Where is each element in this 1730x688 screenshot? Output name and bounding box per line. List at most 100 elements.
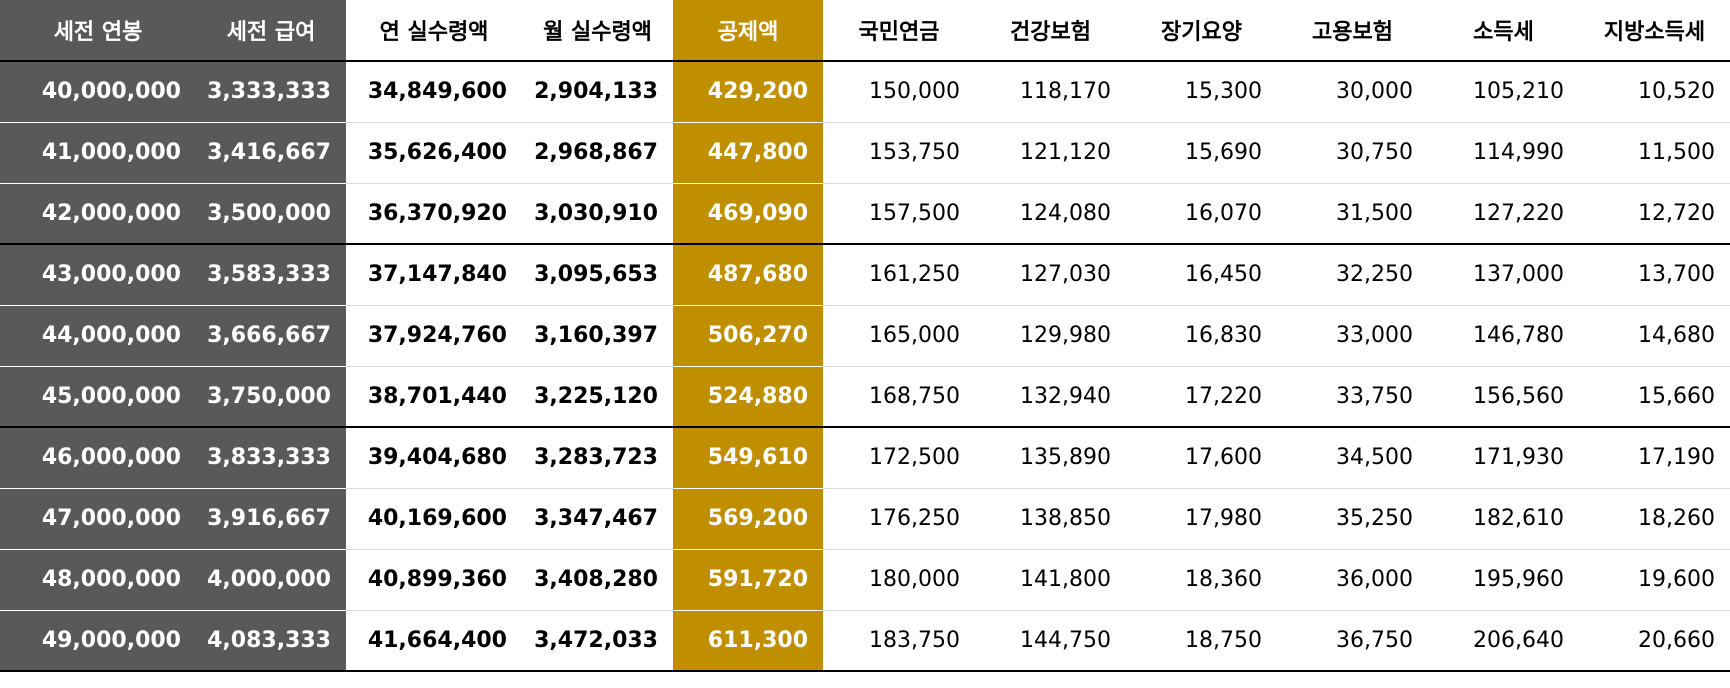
cell-long-term-care: 16,830 <box>1126 305 1277 367</box>
cell-local-income-tax: 20,660 <box>1579 610 1730 672</box>
table-row: 45,000,000 3,750,000 38,701,440 3,225,120 52… <box>0 366 1730 428</box>
cell-income-tax: 171,930 <box>1428 427 1579 489</box>
cell-income-tax: 146,780 <box>1428 305 1579 367</box>
cell-annual-gross: 44,000,000 <box>0 305 196 367</box>
cell-employment-insurance: 36,750 <box>1277 610 1428 672</box>
cell-monthly-net: 3,472,033 <box>522 610 673 672</box>
cell-long-term-care: 18,360 <box>1126 549 1277 611</box>
cell-annual-net: 37,147,840 <box>346 244 522 306</box>
cell-monthly-gross: 3,833,333 <box>196 427 346 489</box>
cell-national-pension: 168,750 <box>823 366 975 428</box>
header-annual-gross: 세전 연봉 <box>0 0 196 62</box>
cell-local-income-tax: 10,520 <box>1579 61 1730 123</box>
table-row: 47,000,000 3,916,667 40,169,600 3,347,467 56… <box>0 488 1730 550</box>
cell-employment-insurance: 31,500 <box>1277 183 1428 245</box>
cell-national-pension: 180,000 <box>823 549 975 611</box>
cell-national-pension: 183,750 <box>823 610 975 672</box>
table-row: 48,000,000 4,000,000 40,899,360 3,408,280 59… <box>0 549 1730 611</box>
cell-annual-gross: 46,000,000 <box>0 427 196 489</box>
table-row: 41,000,000 3,416,667 35,626,400 2,968,867 44… <box>0 122 1730 184</box>
cell-deduction: 487,680 <box>673 244 823 306</box>
cell-annual-net: 40,899,360 <box>346 549 522 611</box>
cell-local-income-tax: 17,190 <box>1579 427 1730 489</box>
cell-health-insurance: 138,850 <box>975 488 1126 550</box>
cell-local-income-tax: 13,700 <box>1579 244 1730 306</box>
cell-income-tax: 137,000 <box>1428 244 1579 306</box>
header-employment-insurance: 고용보험 <box>1277 0 1428 62</box>
cell-annual-gross: 47,000,000 <box>0 488 196 550</box>
cell-annual-gross: 43,000,000 <box>0 244 196 306</box>
cell-annual-net: 36,370,920 <box>346 183 522 245</box>
cell-employment-insurance: 33,750 <box>1277 366 1428 428</box>
cell-long-term-care: 17,600 <box>1126 427 1277 489</box>
cell-monthly-net: 3,283,723 <box>522 427 673 489</box>
cell-monthly-gross: 3,416,667 <box>196 122 346 184</box>
cell-monthly-net: 3,160,397 <box>522 305 673 367</box>
cell-monthly-gross: 4,000,000 <box>196 549 346 611</box>
header-long-term-care: 장기요양 <box>1126 0 1277 62</box>
cell-deduction: 591,720 <box>673 549 823 611</box>
cell-annual-gross: 45,000,000 <box>0 366 196 428</box>
cell-long-term-care: 16,070 <box>1126 183 1277 245</box>
cell-local-income-tax: 12,720 <box>1579 183 1730 245</box>
cell-health-insurance: 132,940 <box>975 366 1126 428</box>
header-income-tax: 소득세 <box>1428 0 1579 62</box>
cell-monthly-net: 3,225,120 <box>522 366 673 428</box>
cell-income-tax: 182,610 <box>1428 488 1579 550</box>
cell-employment-insurance: 36,000 <box>1277 549 1428 611</box>
cell-annual-gross: 42,000,000 <box>0 183 196 245</box>
cell-national-pension: 150,000 <box>823 61 975 123</box>
cell-health-insurance: 118,170 <box>975 61 1126 123</box>
cell-health-insurance: 144,750 <box>975 610 1126 672</box>
table-body: 40,000,000 3,333,333 34,849,600 2,904,133 42… <box>0 61 1730 672</box>
cell-annual-net: 35,626,400 <box>346 122 522 184</box>
header-monthly-net: 월 실수령액 <box>522 0 673 62</box>
cell-employment-insurance: 34,500 <box>1277 427 1428 489</box>
salary-table: 세전 연봉 세전 급여 연 실수령액 월 실수령액 공제액 국민연금 건강보험 … <box>0 0 1730 672</box>
cell-monthly-net: 2,904,133 <box>522 61 673 123</box>
table-row: 43,000,000 3,583,333 37,147,840 3,095,653 48… <box>0 244 1730 306</box>
header-annual-net: 연 실수령액 <box>346 0 522 62</box>
cell-income-tax: 206,640 <box>1428 610 1579 672</box>
cell-long-term-care: 16,450 <box>1126 244 1277 306</box>
cell-monthly-gross: 3,750,000 <box>196 366 346 428</box>
cell-monthly-net: 3,095,653 <box>522 244 673 306</box>
cell-annual-gross: 48,000,000 <box>0 549 196 611</box>
cell-deduction: 429,200 <box>673 61 823 123</box>
header-monthly-gross: 세전 급여 <box>196 0 346 62</box>
cell-monthly-gross: 3,500,000 <box>196 183 346 245</box>
cell-monthly-gross: 4,083,333 <box>196 610 346 672</box>
cell-employment-insurance: 30,750 <box>1277 122 1428 184</box>
cell-national-pension: 172,500 <box>823 427 975 489</box>
cell-health-insurance: 135,890 <box>975 427 1126 489</box>
cell-national-pension: 157,500 <box>823 183 975 245</box>
cell-monthly-gross: 3,916,667 <box>196 488 346 550</box>
header-national-pension: 국민연금 <box>823 0 975 62</box>
cell-national-pension: 176,250 <box>823 488 975 550</box>
cell-annual-net: 40,169,600 <box>346 488 522 550</box>
cell-national-pension: 153,750 <box>823 122 975 184</box>
cell-annual-net: 39,404,680 <box>346 427 522 489</box>
cell-national-pension: 165,000 <box>823 305 975 367</box>
cell-income-tax: 156,560 <box>1428 366 1579 428</box>
cell-income-tax: 195,960 <box>1428 549 1579 611</box>
cell-long-term-care: 17,980 <box>1126 488 1277 550</box>
cell-long-term-care: 15,300 <box>1126 61 1277 123</box>
table-row: 42,000,000 3,500,000 36,370,920 3,030,910 46… <box>0 183 1730 245</box>
cell-local-income-tax: 19,600 <box>1579 549 1730 611</box>
cell-local-income-tax: 15,660 <box>1579 366 1730 428</box>
table-row: 44,000,000 3,666,667 37,924,760 3,160,397 50… <box>0 305 1730 367</box>
cell-national-pension: 161,250 <box>823 244 975 306</box>
cell-monthly-gross: 3,333,333 <box>196 61 346 123</box>
cell-long-term-care: 15,690 <box>1126 122 1277 184</box>
cell-deduction: 569,200 <box>673 488 823 550</box>
cell-deduction: 447,800 <box>673 122 823 184</box>
cell-annual-net: 37,924,760 <box>346 305 522 367</box>
cell-employment-insurance: 30,000 <box>1277 61 1428 123</box>
header-health-insurance: 건강보험 <box>975 0 1126 62</box>
cell-long-term-care: 17,220 <box>1126 366 1277 428</box>
cell-health-insurance: 124,080 <box>975 183 1126 245</box>
cell-employment-insurance: 32,250 <box>1277 244 1428 306</box>
cell-health-insurance: 141,800 <box>975 549 1126 611</box>
cell-annual-gross: 41,000,000 <box>0 122 196 184</box>
